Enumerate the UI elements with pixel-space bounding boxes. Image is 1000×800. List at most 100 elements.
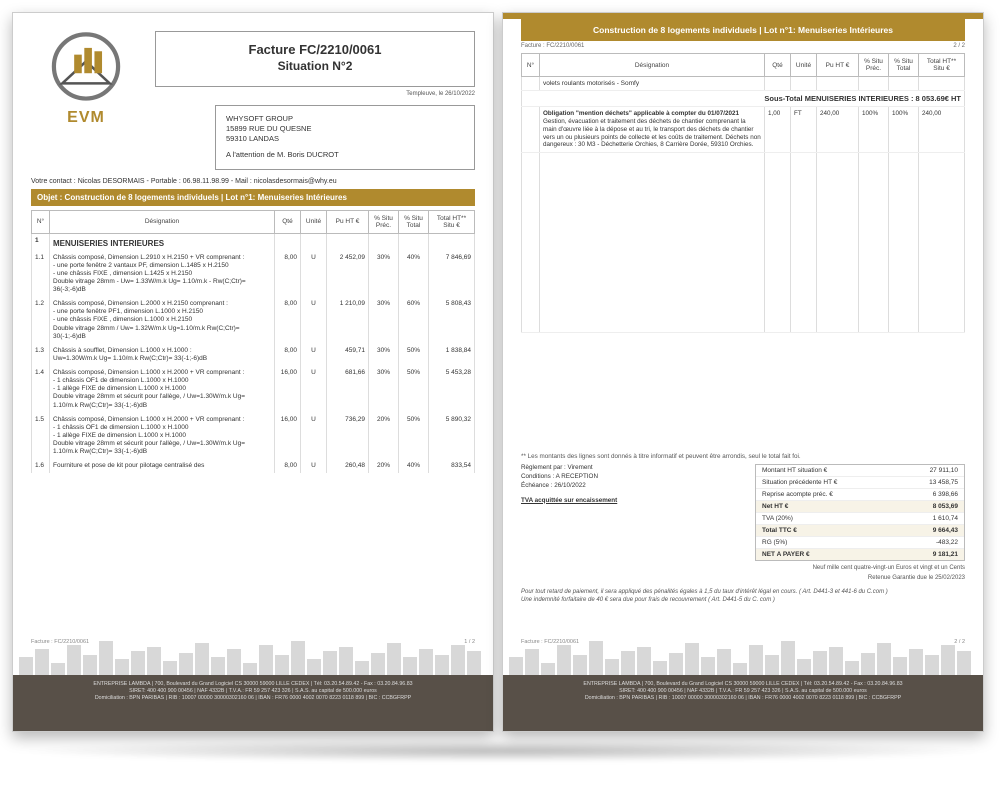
th2-prec: % Situ Préc. — [859, 54, 889, 77]
contact-line: Votre contact : Nicolas DESORMAIS - Port… — [31, 178, 475, 185]
skyline-building — [307, 659, 321, 675]
skyline-building — [925, 655, 939, 675]
skyline-building — [179, 653, 193, 675]
subtotal-row: Sous-Total MENUISERIES INTERIEURES : 8 0… — [522, 91, 965, 107]
table-row: 1.2Châssis composé, Dimension L.2000 x H… — [32, 297, 475, 344]
settlement-block: Règlement par : Virement Conditions : A … — [521, 464, 617, 505]
situation-number: Situation N°2 — [164, 59, 466, 73]
skyline-building — [717, 649, 731, 675]
skyline-building — [323, 651, 337, 675]
table-row: volets roulants motorisés - Somfy — [522, 77, 965, 91]
line-items-table-p2: N° Désignation Qté Unité Pu HT € % Situ … — [521, 53, 965, 333]
client-attn: A l'attention de M. Boris DUCROT — [226, 150, 464, 160]
totals-row: NET A PAYER €9 181,21 — [756, 549, 964, 560]
skyline-building — [51, 663, 65, 675]
table-row: 1.1Châssis composé, Dimension L.2910 x H… — [32, 251, 475, 298]
skyline-building — [589, 641, 603, 675]
skyline-building — [435, 655, 449, 675]
totals-row: Montant HT situation €27 911,10 — [756, 465, 964, 477]
skyline-building — [605, 659, 619, 675]
rounding-note: ** Les montants des lignes sont donnés à… — [521, 453, 965, 460]
obligation-text: Gestion, évacuation et traitement des dé… — [543, 118, 761, 149]
th-no: N° — [32, 210, 50, 233]
continuation-row: volets roulants motorisés - Somfy — [540, 77, 765, 91]
skyline-building — [371, 653, 385, 675]
skyline-building — [227, 649, 241, 675]
footer-l3: Domiciliation : BPN PARIBAS | RIB : 1000… — [21, 695, 485, 702]
th2-qte: Qté — [765, 54, 791, 77]
skyline-building — [765, 655, 779, 675]
skyline-building — [557, 645, 571, 675]
table-header: N° Désignation Qté Unité Pu HT € % Situ … — [32, 210, 475, 233]
skyline-building — [35, 649, 49, 675]
skyline-building — [195, 643, 209, 675]
skyline-building — [339, 647, 353, 675]
logo-text: EVM — [31, 109, 141, 127]
th2-pu: Pu HT € — [817, 54, 859, 77]
skyline-building — [291, 641, 305, 675]
skyline-building — [467, 651, 481, 675]
page-2: Construction de 8 logements individuels … — [502, 12, 984, 732]
skyline-building — [637, 647, 651, 675]
th2-tot: % Situ Total — [889, 54, 919, 77]
skyline-building — [669, 653, 683, 675]
th2-des: Désignation — [540, 54, 765, 77]
totals-row: Reprise acompte préc. €6 398,66 — [756, 489, 964, 501]
company-footer: ENTREPRISE LAMBDA | 700, Boulevard du Gr… — [13, 675, 493, 731]
skyline-building — [957, 651, 971, 675]
skyline-building — [701, 657, 715, 675]
skyline-building — [909, 649, 923, 675]
skyline-building — [573, 655, 587, 675]
line-items-table: N° Désignation Qté Unité Pu HT € % Situ … — [31, 210, 475, 474]
skyline-building — [19, 657, 33, 675]
skyline-building — [845, 661, 859, 675]
footer-l2: SIRET: 400 400 900 00456 | NAF 4332B | T… — [21, 688, 485, 695]
skyline-building — [733, 663, 747, 675]
project-banner: Construction de 8 logements individuels … — [521, 19, 965, 41]
skyline-building — [243, 663, 257, 675]
th-unit: Unité — [301, 210, 327, 233]
totals-row: TVA (20%)1 610,74 — [756, 513, 964, 525]
skyline-building — [275, 655, 289, 675]
document-spread: EVM Facture FC/2210/0061 Situation N°2 T… — [0, 0, 1000, 744]
obligation-title: Obligation "mention déchets" applicable … — [543, 110, 739, 117]
footer-ref: Facture : FC/2210/0061 — [521, 639, 579, 645]
company-footer: ENTREPRISE LAMBDA | 700, Boulevard du Gr… — [503, 675, 983, 731]
skyline-building — [147, 647, 161, 675]
skyline-building — [419, 649, 433, 675]
skyline-building — [163, 661, 177, 675]
client-addr2: 59310 LANDAS — [226, 134, 464, 144]
th-tot: % Situ Total — [399, 210, 429, 233]
skyline-building — [781, 641, 795, 675]
skyline-building — [355, 661, 369, 675]
totals-row: RG (5%)-483,22 — [756, 537, 964, 549]
spacer-row — [522, 153, 965, 333]
client-addr1: 15899 RUE DU QUESNE — [226, 124, 464, 134]
obligation-row: Obligation "mention déchets" applicable … — [522, 107, 965, 153]
footer-l1: ENTREPRISE LAMBDA | 700, Boulevard du Gr… — [21, 681, 485, 688]
skyline-building — [131, 651, 145, 675]
retenue-line: Retenue Garantie due le 25/02/2023 — [521, 575, 965, 581]
page-footer: Facture : FC/2210/0061 2 / 2 ENTREPRISE … — [503, 639, 983, 731]
th-des: Désignation — [50, 210, 275, 233]
th2-unit: Unité — [791, 54, 817, 77]
skyline-building — [67, 645, 81, 675]
client-name: WHYSOFT GROUP — [226, 114, 464, 124]
skyline-building — [861, 653, 875, 675]
late-fees: Pour tout retard de paiement, il sera ap… — [521, 589, 965, 605]
subtotal-label: Sous-Total MENUISERIES INTERIEURES : 8 0… — [522, 91, 965, 107]
page-footer: Facture : FC/2210/0061 1 / 2 ENTREPRISE … — [13, 639, 493, 731]
section-row: 1MENUISERIES INTERIEURES — [32, 233, 475, 251]
totals-box: Montant HT situation €27 911,10Situation… — [755, 464, 965, 561]
page-1: EVM Facture FC/2210/0061 Situation N°2 T… — [12, 12, 494, 732]
skyline-building — [211, 657, 225, 675]
table-row: 1.5Châssis composé, Dimension L.1000 x H… — [32, 413, 475, 460]
skyline-building — [749, 645, 763, 675]
logo-block: EVM — [31, 31, 141, 170]
skyline-building — [829, 647, 843, 675]
skyline-building — [451, 645, 465, 675]
totals-row: Total TTC €9 664,43 — [756, 525, 964, 537]
skyline-building — [99, 641, 113, 675]
page-indicator: 1 / 2 — [464, 639, 475, 645]
th-pu: Pu HT € — [327, 210, 369, 233]
